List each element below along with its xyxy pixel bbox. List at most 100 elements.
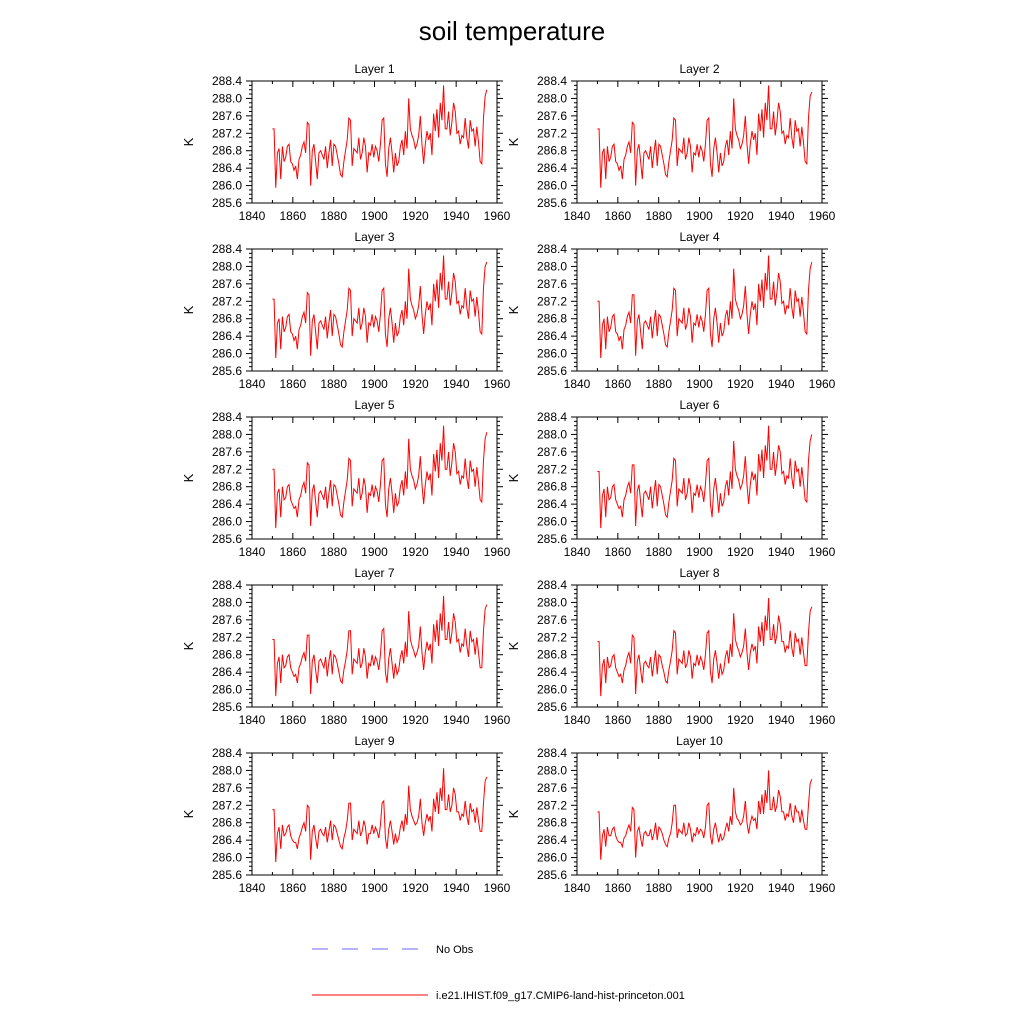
- y-tick-label: 286.8: [212, 648, 242, 662]
- figure-title: soil temperature: [419, 16, 605, 46]
- x-tick-label: 1860: [279, 713, 306, 727]
- y-axis-label: K: [181, 137, 196, 146]
- x-tick-label: 1940: [768, 881, 795, 895]
- plot-frame-layer-9: [251, 752, 498, 876]
- y-tick-label: 287.2: [537, 630, 567, 644]
- x-tick-label: 1840: [564, 545, 591, 559]
- y-tick-label: 288.0: [212, 595, 242, 609]
- y-tick-label: 288.0: [212, 763, 242, 777]
- x-tick-label: 1880: [645, 881, 672, 895]
- panel-layer-3: Layer 3 1840 1860 1880 1900 1920 1940 1960 285.6…: [181, 230, 511, 391]
- y-tick-label: 285.6: [212, 868, 242, 882]
- panel-layer-5: Layer 5 1840 1860 1880 1900 1920 1940 1960 285.6…: [181, 398, 511, 559]
- y-tick-label: 285.6: [212, 700, 242, 714]
- y-tick-label: 286.8: [212, 312, 242, 326]
- x-tick-label: 1900: [361, 881, 388, 895]
- x-tick-label: 1920: [402, 881, 429, 895]
- y-tick-label: 286.8: [537, 648, 567, 662]
- y-tick-label: 287.2: [537, 294, 567, 308]
- panel-title-layer-7: Layer 7: [354, 566, 394, 580]
- plot-frame-layer-3: [251, 248, 498, 372]
- x-tick-label: 1880: [645, 713, 672, 727]
- y-tick-label: 287.2: [212, 462, 242, 476]
- x-tick-label: 1920: [402, 377, 429, 391]
- series-line-layer-6: [597, 425, 813, 529]
- panel-title-layer-8: Layer 8: [679, 566, 719, 580]
- y-tick-label: 286.0: [212, 515, 242, 529]
- x-tick-label: 1880: [645, 377, 672, 391]
- y-tick-label: 286.0: [212, 683, 242, 697]
- y-axis-label: K: [181, 809, 196, 818]
- x-tick-label: 1960: [484, 881, 511, 895]
- legend: No Obs i.e21.IHIST.f09_g17.CMIP6-land-hi…: [312, 944, 685, 1002]
- y-axis-label: K: [181, 305, 196, 314]
- panel-title-layer-6: Layer 6: [679, 398, 719, 412]
- y-tick-label: 286.0: [212, 179, 242, 193]
- y-tick-label: 286.4: [537, 329, 567, 343]
- y-tick-label: 288.4: [537, 578, 567, 592]
- panel-layer-10: Layer 10 1840 1860 1880 1900 1920 1940 1960 285.…: [506, 734, 836, 895]
- y-tick-label: 286.4: [212, 665, 242, 679]
- panel-layer-9: Layer 9 1840 1860 1880 1900 1920 1940 1960 285.6…: [181, 734, 511, 895]
- y-tick-label: 286.0: [212, 347, 242, 361]
- x-tick-label: 1900: [686, 881, 713, 895]
- series-line-layer-3: [272, 255, 488, 358]
- y-tick-label: 286.8: [537, 312, 567, 326]
- y-tick-label: 287.6: [212, 277, 242, 291]
- plot-frame-layer-5: [251, 416, 498, 540]
- y-axis-label: K: [506, 641, 521, 650]
- x-tick-label: 1960: [484, 545, 511, 559]
- x-tick-label: 1860: [279, 377, 306, 391]
- y-tick-label: 286.8: [212, 480, 242, 494]
- y-tick-label: 287.2: [212, 126, 242, 140]
- x-tick-label: 1860: [604, 545, 631, 559]
- x-tick-label: 1960: [484, 713, 511, 727]
- y-tick-label: 287.6: [537, 277, 567, 291]
- y-tick-label: 287.2: [537, 126, 567, 140]
- panel-title-layer-9: Layer 9: [354, 734, 394, 748]
- y-tick-label: 287.2: [212, 630, 242, 644]
- x-tick-label: 1880: [320, 209, 347, 223]
- panel-title-layer-10: Layer 10: [676, 734, 723, 748]
- y-tick-label: 285.6: [212, 364, 242, 378]
- x-tick-label: 1900: [686, 713, 713, 727]
- x-tick-label: 1860: [279, 545, 306, 559]
- y-tick-label: 285.6: [537, 364, 567, 378]
- y-axis-label: K: [506, 473, 521, 482]
- x-tick-label: 1860: [604, 377, 631, 391]
- plot-frame-layer-10: [576, 752, 823, 876]
- y-tick-label: 286.8: [212, 816, 242, 830]
- x-tick-label: 1940: [443, 209, 470, 223]
- y-tick-label: 288.4: [537, 746, 567, 760]
- y-tick-label: 286.4: [212, 161, 242, 175]
- y-tick-label: 286.0: [537, 347, 567, 361]
- y-tick-label: 286.8: [537, 480, 567, 494]
- y-tick-label: 287.2: [537, 798, 567, 812]
- y-tick-label: 286.0: [537, 851, 567, 865]
- panels-container: Layer 1 1840 1860 1880 1900 1920 1940 1960 285.6…: [181, 62, 836, 895]
- plot-frame-layer-7: [251, 584, 498, 708]
- y-axis-label: K: [181, 473, 196, 482]
- legend-label-no-obs: No Obs: [436, 944, 474, 956]
- x-tick-label: 1860: [604, 881, 631, 895]
- x-tick-label: 1960: [809, 545, 836, 559]
- x-tick-label: 1960: [484, 209, 511, 223]
- panel-layer-8: Layer 8 1840 1860 1880 1900 1920 1940 1960 285.6…: [506, 566, 836, 727]
- series-line-layer-2: [597, 85, 813, 188]
- panel-layer-4: Layer 4 1840 1860 1880 1900 1920 1940 1960 285.6…: [506, 230, 836, 391]
- x-tick-label: 1940: [768, 209, 795, 223]
- x-tick-label: 1900: [361, 713, 388, 727]
- series-line-layer-5: [272, 425, 488, 529]
- y-tick-label: 286.8: [537, 144, 567, 158]
- x-tick-label: 1880: [320, 713, 347, 727]
- plot-frame-layer-6: [576, 416, 823, 540]
- y-axis-label: K: [181, 641, 196, 650]
- y-tick-label: 286.0: [212, 851, 242, 865]
- x-tick-label: 1840: [239, 545, 266, 559]
- x-tick-label: 1920: [727, 713, 754, 727]
- x-tick-label: 1840: [239, 881, 266, 895]
- y-tick-label: 288.0: [537, 259, 567, 273]
- x-tick-label: 1960: [809, 209, 836, 223]
- x-tick-label: 1960: [809, 881, 836, 895]
- x-tick-label: 1920: [727, 545, 754, 559]
